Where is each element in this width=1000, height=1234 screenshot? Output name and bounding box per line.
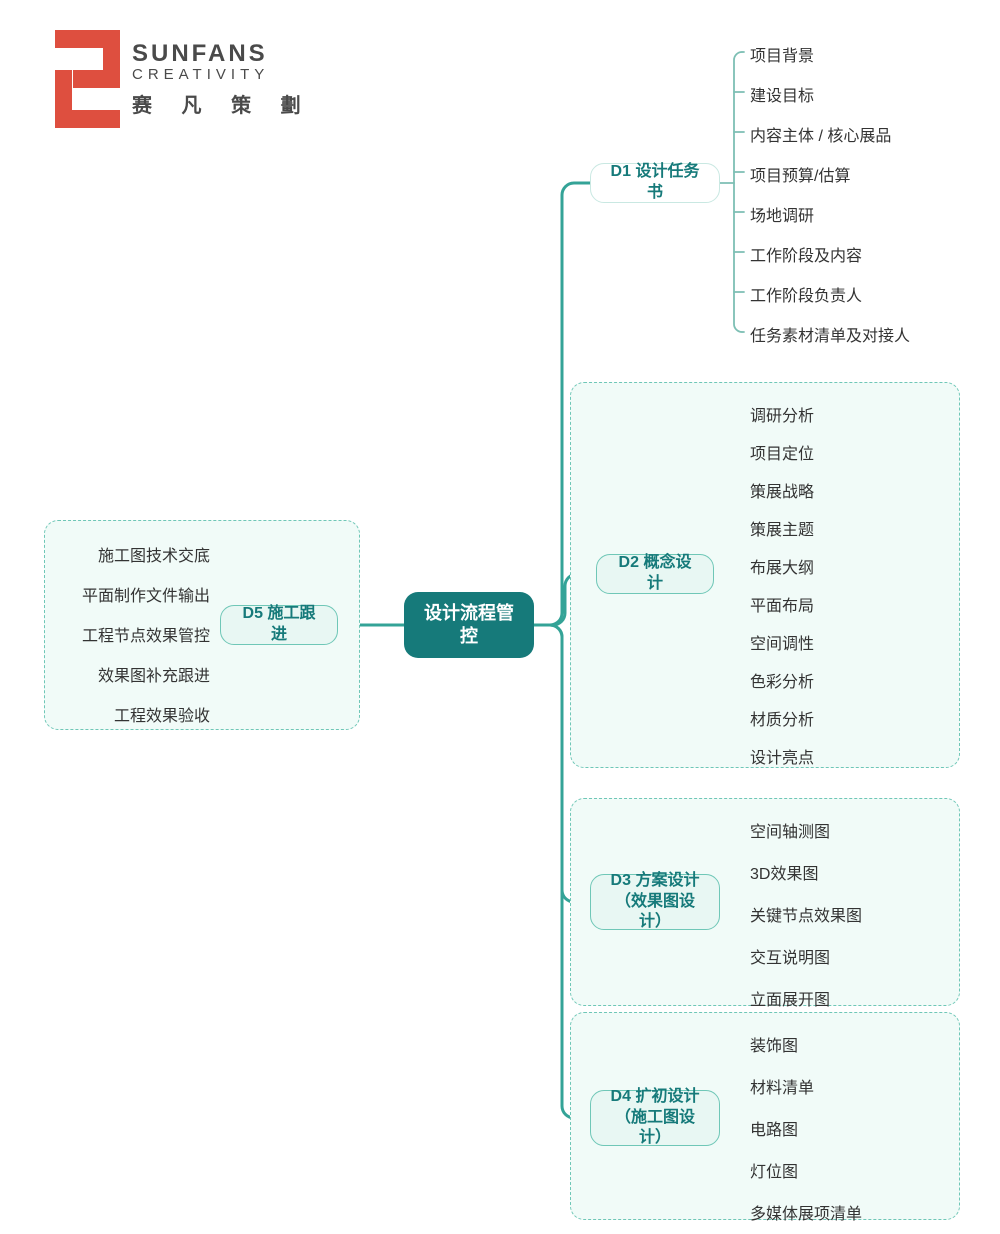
leaf-d1-0: 项目背景 [750,42,814,66]
logo-mark [55,30,120,128]
leaf-d3-0: 空间轴测图 [750,818,830,842]
leaf-d2-0: 调研分析 [750,402,814,426]
leaf-d1-1: 建设目标 [750,82,814,106]
leaf-d3-2: 关键节点效果图 [750,902,862,926]
leaf-d4-2: 电路图 [750,1116,798,1140]
leaf-d5-3: 效果图补充跟进 [64,662,210,686]
leaf-d2-8: 材质分析 [750,706,814,730]
logo: SUNFANS CREATIVITY 赛 凡 策 劃 [55,30,313,128]
leaf-d2-5: 平面布局 [750,592,814,616]
leaf-d2-6: 空间调性 [750,630,814,654]
leaf-d5-1: 平面制作文件输出 [64,582,210,606]
leaf-d2-3: 策展主题 [750,516,814,540]
branch-d4: D4 扩初设计 （施工图设计） [590,1090,720,1146]
leaf-d2-1: 项目定位 [750,440,814,464]
logo-line3: 赛 凡 策 劃 [132,89,313,118]
leaf-d3-1: 3D效果图 [750,860,818,884]
leaf-d4-0: 装饰图 [750,1032,798,1056]
leaf-d2-4: 布展大纲 [750,554,814,578]
leaf-d1-6: 工作阶段负责人 [750,282,862,306]
branch-d5: D5 施工跟进 [220,605,338,645]
branch-d2: D2 概念设计 [596,554,714,594]
leaf-d1-2: 内容主体 / 核心展品 [750,122,891,146]
leaf-d2-9: 设计亮点 [750,744,814,768]
leaf-d2-2: 策展战略 [750,478,814,502]
leaf-d4-4: 多媒体展项清单 [750,1200,862,1224]
leaf-d5-4: 工程效果验收 [64,702,210,726]
branch-d3: D3 方案设计 （效果图设计） [590,874,720,930]
logo-line2: CREATIVITY [132,66,313,83]
leaf-d3-4: 立面展开图 [750,986,830,1010]
leaf-d1-7: 任务素材清单及对接人 [750,322,910,346]
leaf-d3-3: 交互说明图 [750,944,830,968]
branch-d1: D1 设计任务书 [590,163,720,203]
root-node: 设计流程管控 [404,592,534,658]
leaf-d5-2: 工程节点效果管控 [64,622,210,646]
logo-line1: SUNFANS [132,40,313,68]
leaf-d4-3: 灯位图 [750,1158,798,1182]
logo-text: SUNFANS CREATIVITY 赛 凡 策 劃 [132,40,313,118]
leaf-d1-4: 场地调研 [750,202,814,226]
leaf-d1-5: 工作阶段及内容 [750,242,862,266]
leaf-d1-3: 项目预算/估算 [750,162,850,186]
mindmap-canvas: SUNFANS CREATIVITY 赛 凡 策 劃 设计流程管控 D1 设计任务… [0,0,1000,1234]
leaf-d2-7: 色彩分析 [750,668,814,692]
leaf-d5-0: 施工图技术交底 [64,542,210,566]
leaf-d4-1: 材料清单 [750,1074,814,1098]
